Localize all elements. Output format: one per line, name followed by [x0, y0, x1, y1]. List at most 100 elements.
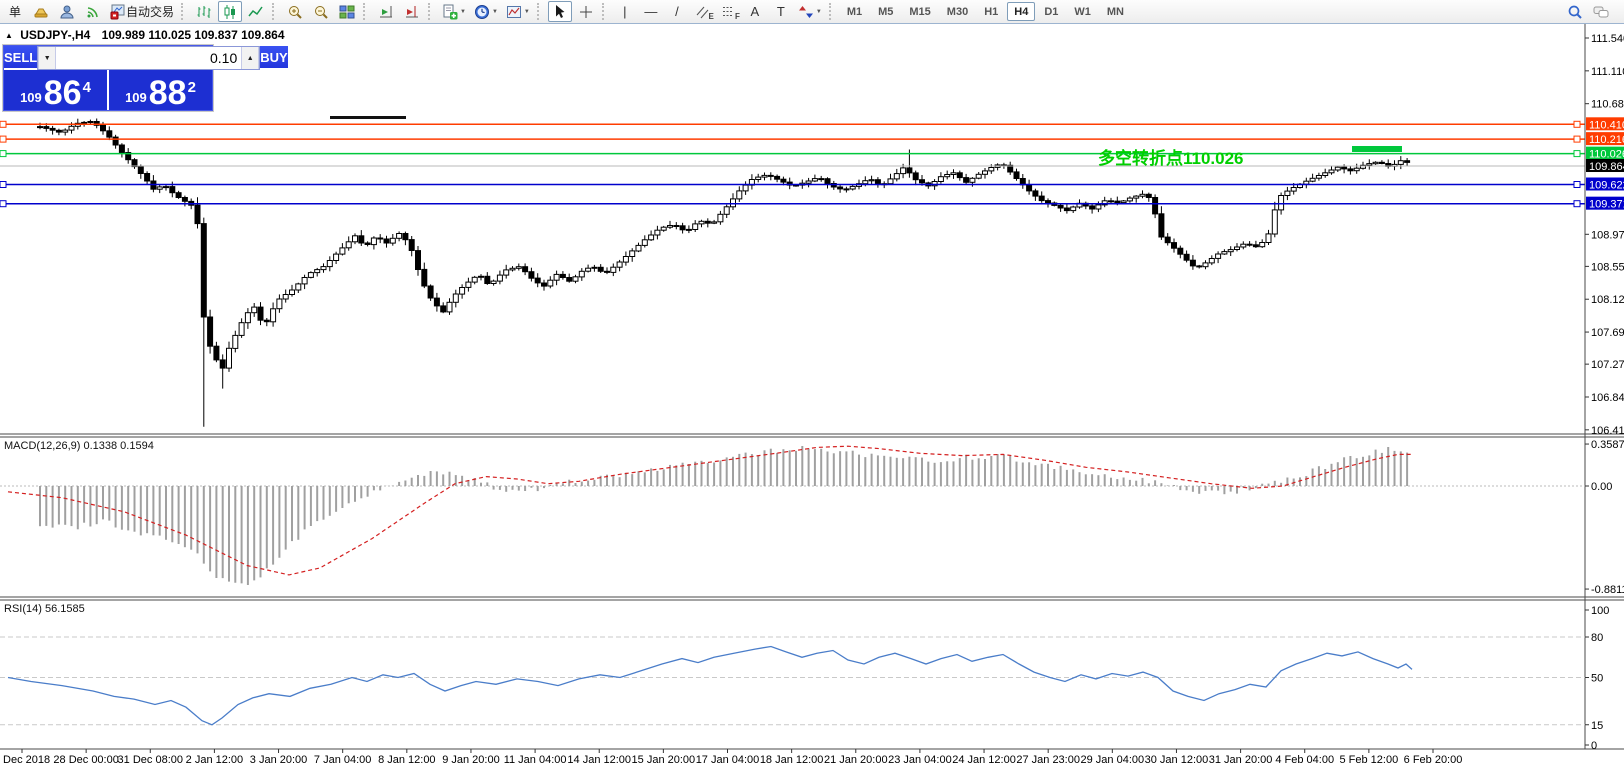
toolbar: 单 自动交易 ▼ ▼ ▼ | — / E F A T ▼ M1 M5 M15 M30 H1 H4 D1 W1 MN — [0, 0, 1624, 24]
time-label: 6 Feb 20:00 — [1404, 754, 1463, 766]
hline-110.026[interactable] — [0, 150, 1585, 158]
chart-symbol-period: USDJPY-,H4 — [20, 28, 91, 42]
hline-109.622[interactable] — [0, 181, 1585, 188]
periods-button[interactable]: ▼ — [471, 1, 501, 22]
time-label: 7 Jan 04:00 — [314, 754, 372, 766]
templates-button[interactable]: ▼ — [503, 1, 533, 22]
time-label: 29 Jan 04:00 — [1081, 754, 1145, 766]
horizontal-line-button[interactable]: — — [639, 1, 663, 22]
price-tick: 108.550 — [1591, 261, 1624, 273]
signals-button[interactable] — [81, 1, 105, 22]
timeframe-h1-button[interactable]: H1 — [984, 5, 999, 18]
candlestick-chart-button[interactable] — [218, 1, 243, 22]
buy-button[interactable]: BUY — [260, 46, 288, 70]
rsi-indicator-label: RSI(14) 56.1585 — [4, 603, 85, 615]
sell-price-big: 86 — [43, 74, 82, 112]
volume-decrease-button[interactable]: ▼ — [38, 47, 57, 69]
toolbar-grip — [181, 3, 187, 20]
community-icon — [59, 4, 75, 20]
crosshair-button[interactable] — [574, 1, 598, 22]
fibonacci-icon — [721, 4, 737, 20]
community-button[interactable] — [55, 1, 79, 22]
timeframe-m5-button[interactable]: M5 — [878, 5, 894, 18]
timeframe-h4-button[interactable]: H4 — [1007, 2, 1036, 21]
toolbar-grip — [272, 3, 278, 20]
text-button[interactable]: A — [743, 1, 767, 22]
chart-shift-button[interactable] — [400, 1, 424, 22]
macd-tick: -0.8811 — [1591, 584, 1624, 596]
volume-stepper: ▼ ▲ — [37, 46, 261, 70]
cursor-icon — [552, 4, 568, 20]
autotrading-icon — [110, 4, 126, 20]
chart-title-bar: ▲ USDJPY-,H4 109.989 110.025 109.837 109… — [5, 28, 285, 42]
price-axis[interactable]: 111.540 111.110 110.680 108.970 108.550 108.1… — [1585, 33, 1624, 752]
arrows-button[interactable]: ▼ — [795, 1, 825, 22]
gold-ingot-button[interactable] — [29, 1, 53, 22]
trendline-button[interactable]: / — [665, 1, 689, 22]
auto-scroll-button[interactable] — [374, 1, 398, 22]
vertical-line-button[interactable]: | — [613, 1, 637, 22]
time-label: 4 Feb 04:00 — [1275, 754, 1334, 766]
equidistant-channel-button[interactable]: E — [691, 1, 715, 22]
sell-button[interactable]: SELL — [4, 46, 38, 70]
gold-ingot-icon — [33, 4, 49, 20]
toolbar-grip — [536, 3, 543, 20]
autotrading-button[interactable]: 自动交易 — [107, 1, 177, 22]
fibonacci-glyph: F — [734, 12, 740, 21]
sell-price[interactable]: 109 86 4 — [4, 70, 107, 110]
black-segment-object[interactable] — [330, 116, 406, 119]
price-level-chip: 109.371 — [1589, 199, 1624, 211]
bar-chart-icon — [196, 4, 212, 20]
templates-icon — [506, 4, 522, 20]
price-level-chip: 110.410 — [1589, 119, 1624, 131]
line-chart-icon — [248, 4, 264, 20]
fibonacci-button[interactable]: F — [717, 1, 741, 22]
search-button[interactable] — [1563, 1, 1587, 22]
zoom-in-button[interactable] — [283, 1, 307, 22]
zoom-out-button[interactable] — [309, 1, 333, 22]
timeframe-m30-button[interactable]: M30 — [946, 5, 969, 18]
zoom-out-icon — [313, 4, 329, 20]
toolbar-grip — [428, 3, 434, 20]
tile-windows-button[interactable] — [335, 1, 359, 22]
hline-110.216[interactable] — [0, 135, 1585, 143]
timeframe-w1-button[interactable]: W1 — [1074, 5, 1091, 18]
search-icon — [1567, 4, 1583, 20]
hline-110.41[interactable] — [0, 120, 1585, 128]
timeframe-m1-button[interactable]: M1 — [846, 5, 863, 18]
volume-input[interactable] — [56, 47, 242, 69]
collapse-panel-icon[interactable]: ▲ — [5, 31, 13, 40]
timeframe-m15-button[interactable]: M15 — [909, 5, 931, 18]
price-level-chip: 110.216 — [1589, 134, 1624, 146]
macd-indicator-label: MACD(12,26,9) 0.1338 0.1594 — [4, 440, 154, 452]
timeframe-mn-button[interactable]: MN — [1106, 5, 1124, 18]
line-chart-button[interactable] — [244, 1, 268, 22]
price-tick: 107.270 — [1591, 359, 1624, 371]
rsi-tick: 80 — [1591, 632, 1603, 644]
indicators-button[interactable]: ▼ — [439, 1, 469, 22]
chat-icon — [1593, 4, 1609, 20]
cursor-button[interactable] — [547, 1, 572, 22]
new-order-button[interactable]: 单 — [3, 1, 27, 22]
new-order-label: 单 — [8, 5, 21, 19]
buy-price[interactable]: 109 88 2 — [109, 70, 212, 110]
price-tick: 106.410 — [1591, 425, 1624, 437]
bar-chart-button[interactable] — [192, 1, 216, 22]
volume-increase-button[interactable]: ▲ — [241, 47, 260, 69]
pivot-annotation-text[interactable]: 多空转折点110.026 — [1098, 149, 1244, 168]
text-label-button[interactable]: T — [769, 1, 793, 22]
buy-price-handle: 109 — [125, 90, 147, 105]
time-label: 21 Jan 20:00 — [824, 754, 888, 766]
chat-button[interactable] — [1589, 1, 1613, 22]
green-highlight-bar[interactable] — [1352, 146, 1402, 152]
macd-tick: 0.00 — [1591, 481, 1612, 493]
indicators-icon — [442, 4, 458, 20]
timeframe-d1-button[interactable]: D1 — [1044, 5, 1059, 18]
hline-109.371[interactable] — [0, 200, 1585, 208]
rsi-tick: 100 — [1591, 605, 1609, 617]
periods-icon — [474, 4, 490, 20]
